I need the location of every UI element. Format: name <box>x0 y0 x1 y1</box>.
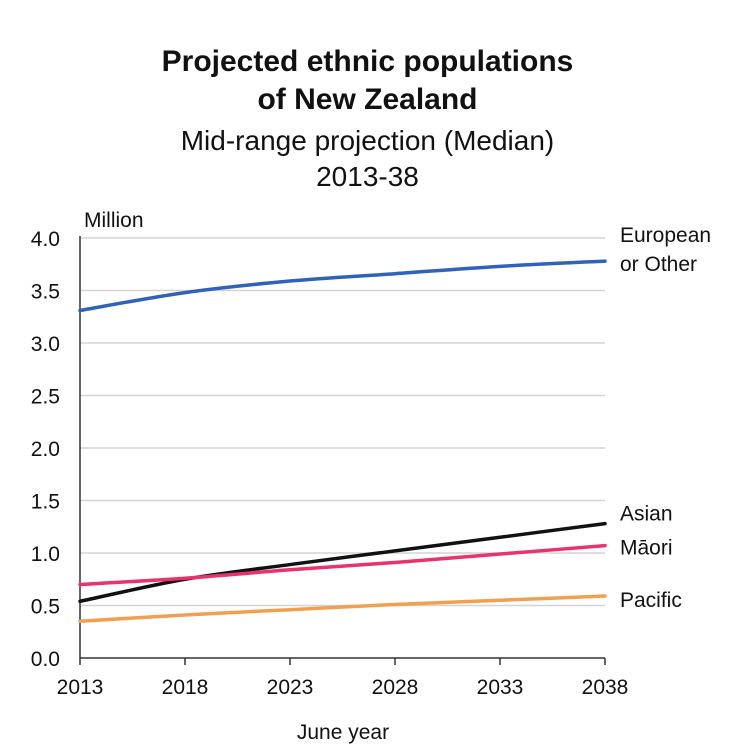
y-axis-unit-label: Million <box>84 209 144 232</box>
y-tick-label-2.0: 2.0 <box>31 438 60 461</box>
x-tick-label-2013: 2013 <box>57 676 104 699</box>
x-tick-label-2033: 2033 <box>477 676 524 699</box>
series-line-pacific <box>78 594 607 623</box>
series-label-pacific: Pacific <box>620 589 682 612</box>
x-tick-label-2038: 2038 <box>582 676 629 699</box>
x-tick-label-2018: 2018 <box>162 676 209 699</box>
series-line-m-ori <box>78 543 607 587</box>
chart-title-line-2: of New Zealand <box>257 83 478 116</box>
series-line-european-or-other <box>78 259 607 313</box>
chart-subtitle-line-1: Mid-range projection (Median) <box>180 125 555 156</box>
y-tick-label-1.5: 1.5 <box>31 491 60 514</box>
chart-subtitle-line-2: 2013-38 <box>316 161 419 192</box>
series-label-asian: Asian <box>620 503 673 526</box>
y-tick-label-0.0: 0.0 <box>31 648 60 671</box>
y-tick-label-3.5: 3.5 <box>31 281 60 304</box>
x-axis-title: June year <box>297 721 389 744</box>
series-label-european-or-other-1: or Other <box>620 253 697 276</box>
series-line-asian <box>78 521 607 604</box>
y-tick-label-3.0: 3.0 <box>31 333 60 356</box>
x-tick-label-2023: 2023 <box>267 676 314 699</box>
y-tick-label-2.5: 2.5 <box>31 386 60 409</box>
chart-title-line-1: Projected ethnic populations <box>161 45 574 78</box>
y-tick-label-1.0: 1.0 <box>31 543 60 566</box>
x-tick-label-2028: 2028 <box>372 676 419 699</box>
series-label-m-ori: Māori <box>620 537 673 560</box>
y-tick-label-0.5: 0.5 <box>31 596 60 619</box>
y-tick-label-4.0: 4.0 <box>31 228 60 251</box>
series-label-european-or-other-0: European <box>620 224 711 247</box>
